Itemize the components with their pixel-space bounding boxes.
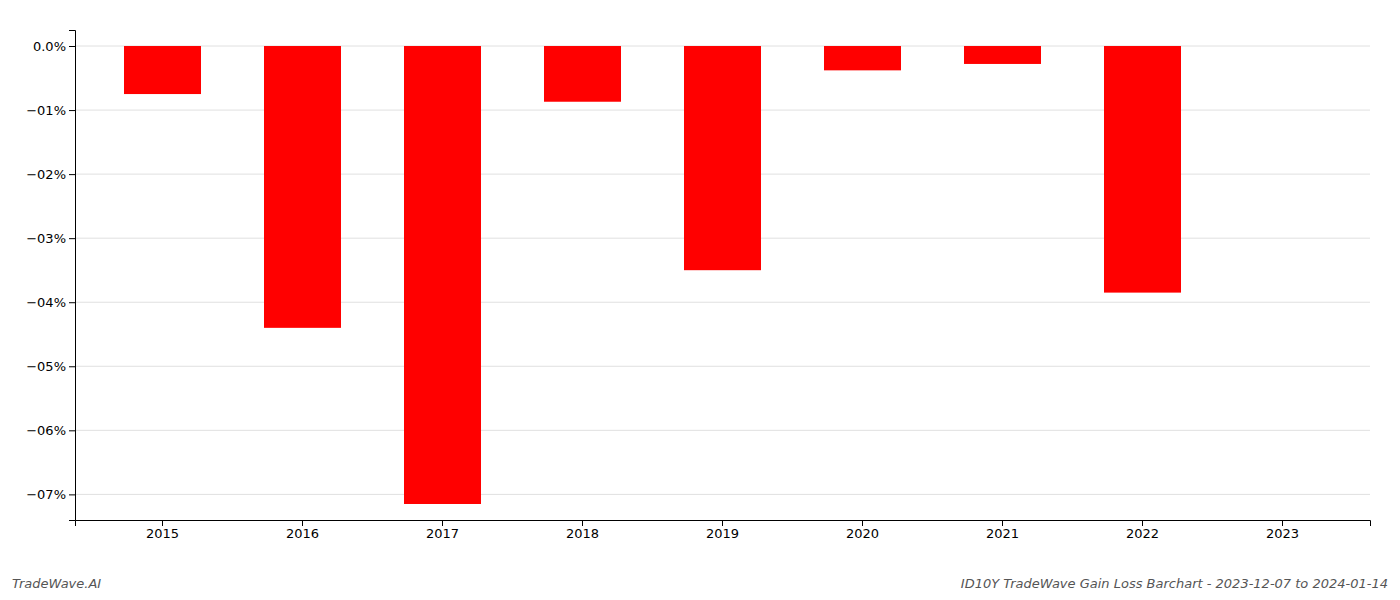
y-tick: −07% — [26, 487, 75, 502]
y-axis-line — [69, 31, 76, 521]
x-tick: 2015 — [146, 520, 179, 541]
grid-line — [75, 430, 1370, 431]
y-tick-mark — [69, 430, 75, 431]
bar — [1244, 46, 1321, 47]
bar — [124, 46, 201, 94]
y-tick-label: −02% — [26, 167, 66, 182]
y-tick: −04% — [26, 295, 75, 310]
x-tick-mark — [582, 520, 583, 526]
y-tick: −01% — [26, 103, 75, 118]
x-tick: 2023 — [1266, 520, 1299, 541]
y-tick-label: −07% — [26, 487, 66, 502]
grid-line — [75, 494, 1370, 495]
x-tick-label: 2015 — [146, 526, 179, 541]
x-tick: 2018 — [566, 520, 599, 541]
y-tick-mark — [69, 494, 75, 495]
x-tick-mark — [302, 520, 303, 526]
x-tick-mark — [862, 520, 863, 526]
y-tick: 0.0% — [33, 39, 75, 54]
y-tick-label: −05% — [26, 359, 66, 374]
x-tick: 2019 — [706, 520, 739, 541]
y-tick-label: −01% — [26, 103, 66, 118]
x-tick-mark — [1282, 520, 1283, 526]
y-tick-mark — [69, 110, 75, 111]
x-tick: 2022 — [1126, 520, 1159, 541]
y-tick-mark — [69, 174, 75, 175]
y-tick-mark — [69, 302, 75, 303]
bar — [964, 46, 1041, 64]
y-axis: 0.0% −01% −02% −03% −04% −05% −06% −07% — [26, 31, 75, 521]
x-axis: 2015 2016 2017 2018 2019 2020 2021 2022 2023 — [76, 520, 1371, 541]
bar — [264, 46, 341, 328]
y-tick-mark — [69, 238, 75, 239]
x-tick: 2016 — [286, 520, 319, 541]
bar — [684, 46, 761, 270]
bar — [544, 46, 621, 102]
y-tick-mark — [69, 366, 75, 367]
footer-left: TradeWave.AI — [12, 576, 101, 591]
x-tick: 2017 — [426, 520, 459, 541]
x-tick: 2021 — [986, 520, 1019, 541]
x-tick-mark — [1142, 520, 1143, 526]
y-tick: −06% — [26, 423, 75, 438]
x-axis-line — [76, 521, 1371, 527]
bar — [404, 46, 481, 504]
x-tick-label: 2016 — [286, 526, 319, 541]
y-tick-label: 0.0% — [33, 39, 66, 54]
title: ID10Y TradeWave Gain Loss Barchart - 202… — [961, 576, 1388, 591]
y-tick-label: −03% — [26, 231, 66, 246]
y-tick-label: −04% — [26, 295, 66, 310]
x-tick-mark — [442, 520, 443, 526]
x-tick-label: 2020 — [846, 526, 879, 541]
chart: 0.0% −01% −02% −03% −04% −05% −06% −07% 2015 2016… — [0, 0, 1400, 600]
grid-line — [75, 366, 1370, 367]
x-tick-label: 2018 — [566, 526, 599, 541]
y-tick-mark — [69, 46, 75, 47]
x-tick-mark — [1002, 520, 1003, 526]
bars — [124, 46, 1181, 504]
x-tick-label: 2021 — [986, 526, 1019, 541]
x-tick-mark — [722, 520, 723, 526]
x-tick-label: 2019 — [706, 526, 739, 541]
x-tick: 2020 — [846, 520, 879, 541]
y-tick-label: −06% — [26, 423, 66, 438]
y-tick: −03% — [26, 231, 75, 246]
y-tick: −02% — [26, 167, 75, 182]
x-tick-label: 2017 — [426, 526, 459, 541]
x-tick-mark — [162, 520, 163, 526]
bar — [1104, 46, 1181, 293]
plot-area: 0.0% −01% −02% −03% −04% −05% −06% −07% 2015 2016… — [26, 31, 1370, 542]
y-tick: −05% — [26, 359, 75, 374]
x-tick-label: 2023 — [1266, 526, 1299, 541]
x-tick-label: 2022 — [1126, 526, 1159, 541]
bar — [824, 46, 901, 70]
grid — [75, 46, 1370, 494]
